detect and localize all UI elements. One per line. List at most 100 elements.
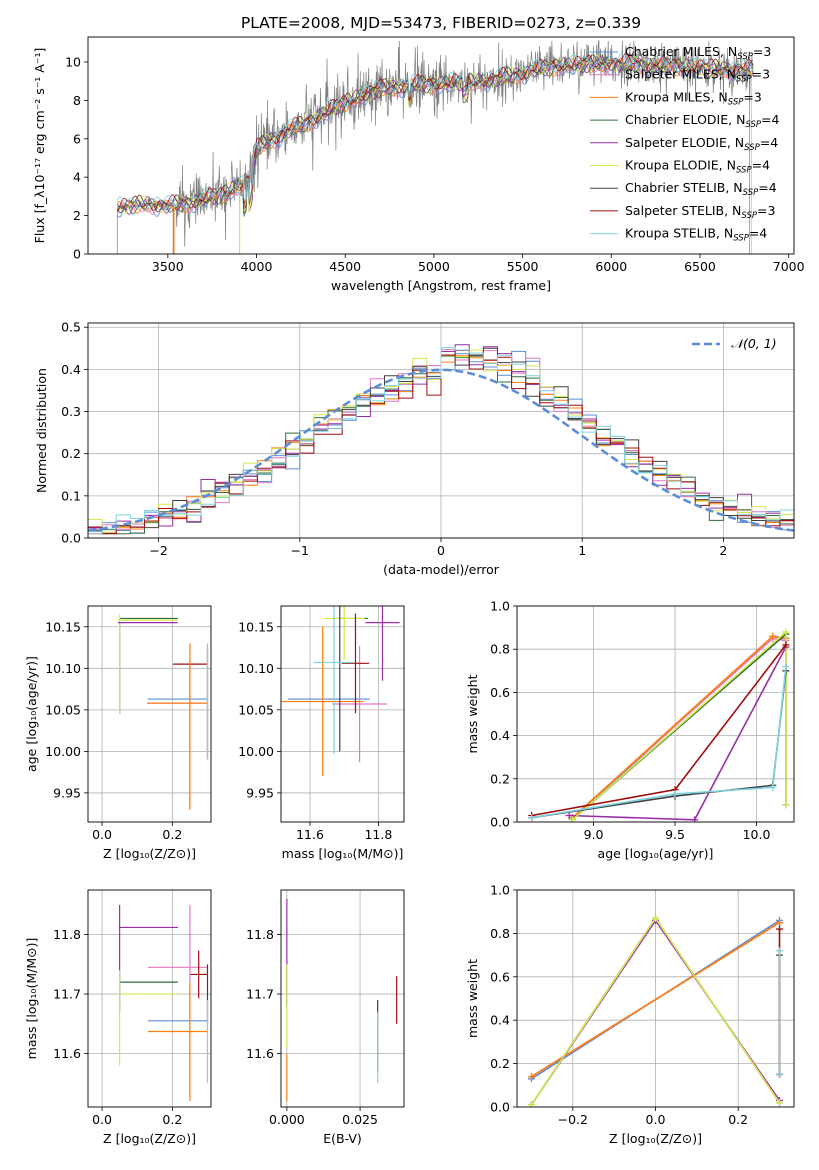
y-tick-label: 10.15	[45, 619, 81, 634]
axes-frame	[516, 889, 795, 1108]
plot-area	[116, 39, 754, 254]
y-tick-label: 11.8	[53, 927, 81, 942]
plot-area	[117, 614, 209, 810]
model-spectrum-kroupa-stelib	[116, 52, 753, 209]
y-tick-label: 0.0	[490, 815, 510, 830]
x-tick-label: −0.2	[558, 1112, 588, 1127]
legend-entry: Kroupa STELIB, NSSP=4	[625, 226, 767, 244]
axes-frame	[87, 322, 795, 539]
weight-line-kroupa-miles	[531, 921, 780, 1078]
legend-label: Salpeter MILES, N	[625, 67, 736, 82]
y-tick-label: 11.6	[53, 1046, 81, 1061]
plot-area	[88, 344, 794, 535]
y-tick-label: 0.0	[490, 1100, 510, 1115]
weight-marker	[691, 816, 699, 822]
y-tick-label: 10.05	[238, 702, 274, 717]
y-tick-label: 0.4	[490, 1013, 510, 1028]
x-axis-label: (data-model)/error	[383, 562, 500, 577]
x-tick-label: 6500	[684, 259, 716, 274]
legend-sub: SSP	[733, 234, 749, 244]
axes-frame	[280, 889, 405, 1108]
y-tick-label: 10.15	[238, 619, 274, 634]
y-tick-label: 6	[73, 131, 81, 146]
y-tick-label: 11.7	[53, 987, 81, 1002]
x-axis-label: E(B-V)	[323, 1131, 362, 1146]
y-tick-label: 10.10	[238, 661, 274, 676]
x-tick-label: 7000	[773, 259, 805, 274]
chart-title: PLATE=2008, MJD=53473, FIBERID=0273, z=0…	[241, 14, 641, 32]
x-axis-label: mass [log₁₀(M/M⊙)]	[282, 846, 404, 861]
x-tick-label: 0.2	[162, 1112, 182, 1127]
axes-spectrum: 3500 4000 4500 5000 5500 6000 6500 7000 0 2 4 6 8 10 w…	[32, 14, 805, 293]
legend-entry: Chabrier MILES, NSSP=3	[625, 44, 771, 62]
plot-area	[528, 628, 790, 822]
x-tick-label: 9.0	[584, 827, 604, 842]
legend-sub: SSP	[728, 97, 744, 107]
plot-area	[286, 898, 398, 1102]
y-axis-label: mass [log₁₀(M/M⊙)]	[24, 938, 39, 1060]
legend-entry: Chabrier STELIB, NSSP=4	[625, 180, 777, 198]
y-tick-label: 0.3	[61, 404, 81, 419]
x-tick-label: 0.2	[728, 1112, 748, 1127]
y-tick-label: 9.95	[53, 785, 81, 800]
y-tick-label: 10.05	[45, 702, 81, 717]
axes-mass-vs-Z: 0.0 0.2 11.6 11.7 11.8 Z [log₁₀(Z/Z⊙)] mass [l…	[24, 889, 212, 1146]
y-axis-label: mass weight	[465, 674, 480, 753]
x-tick-label: 2	[719, 543, 727, 558]
x-tick-label: 9.5	[665, 827, 685, 842]
y-tick-label: 11.7	[246, 987, 274, 1002]
legend-tail: =3	[752, 67, 770, 82]
y-tick-label: 0.6	[490, 969, 510, 984]
axes-frame	[280, 605, 405, 823]
weight-marker	[776, 947, 784, 955]
weight-line-kroupa-elodie	[571, 630, 787, 821]
x-tick-label: 0.000	[269, 1112, 305, 1127]
legend-tail: =4	[761, 112, 779, 127]
y-tick-label: 2	[73, 208, 81, 223]
legend-label: Chabrier MILES, N	[625, 44, 737, 59]
axes-frame	[87, 605, 212, 823]
weight-marker	[782, 801, 790, 809]
weight-marker	[527, 1073, 535, 1081]
legend-tail: =3	[753, 44, 771, 59]
x-tick-label: −2	[149, 543, 167, 558]
plot-area	[119, 904, 209, 1102]
weight-marker	[782, 641, 790, 649]
x-tick-label: 11.8	[364, 827, 392, 842]
y-tick-label: 0.4	[61, 362, 81, 377]
plot-area	[527, 914, 784, 1107]
y-tick-label: 4	[73, 170, 81, 185]
weight-marker	[652, 914, 659, 922]
x-axis-label: Z [log₁₀(Z/Z⊙)]	[609, 1131, 702, 1146]
y-tick-label: 0.2	[490, 1056, 510, 1071]
legend-tail: =4	[752, 158, 770, 173]
legend-sub: SSP	[741, 211, 757, 221]
x-axis-label: Z [log₁₀(Z/Z⊙)]	[103, 1131, 196, 1146]
x-tick-label: 6000	[595, 259, 627, 274]
legend-entry: Chabrier ELODIE, NSSP=4	[625, 112, 780, 130]
y-tick-label: 11.6	[246, 1046, 274, 1061]
y-tick-label: 1.0	[490, 599, 510, 614]
axes-mass-weight-vs-age: 9.0 9.5 10.0 0.0 0.2 0.4 0.6 0.8 1.0 age [log₁₀(a…	[465, 599, 795, 861]
x-tick-label: 4000	[241, 259, 273, 274]
weight-marker	[527, 1101, 535, 1107]
legend-entry: Kroupa MILES, NSSP=3	[625, 89, 762, 107]
y-tick-label: 0.5	[61, 320, 81, 335]
model-spectrum-salpeter-stelib	[116, 52, 754, 211]
y-tick-label: 0.4	[490, 728, 510, 743]
x-tick-label: 0.025	[342, 1112, 378, 1127]
model-spectrum-salpeter-elodie	[117, 55, 754, 215]
legend-tail: =4	[749, 226, 767, 241]
legend-sub: SSP	[736, 75, 752, 85]
legend-entry: Salpeter STELIB, NSSP=3	[625, 203, 775, 221]
axes-mass-vs-ebv: 0.000 0.025 11.6 11.7 11.8 E(B-V)	[246, 889, 405, 1146]
weight-marker	[528, 814, 536, 822]
x-tick-label: 0	[437, 543, 445, 558]
weight-marker	[782, 662, 790, 670]
x-tick-label: 0.0	[92, 1112, 112, 1127]
axes-residuals: −2 −1 0 1 2 0.0 0.1 0.2 0.3 0.4 0.5 (data-model)/er…	[34, 320, 795, 577]
x-tick-label: 3500	[152, 259, 184, 274]
x-axis-label: age [log₁₀(age/yr)]	[598, 846, 714, 861]
y-axis-label: Normed distribution	[34, 368, 49, 493]
x-tick-label: 0.0	[92, 827, 112, 842]
